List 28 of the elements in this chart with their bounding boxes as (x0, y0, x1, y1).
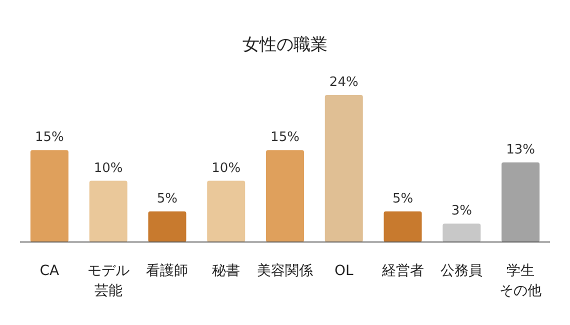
bar (30, 150, 68, 242)
bar (89, 180, 128, 242)
bar (502, 162, 540, 242)
data-label: 13% (506, 142, 536, 158)
data-label: 15% (34, 130, 64, 146)
data-label: 24% (329, 75, 358, 90)
x-tick-label: モデル芸能 (87, 263, 130, 299)
data-label: 10% (212, 160, 241, 176)
x-tick-label: 看護師 (146, 263, 188, 279)
data-label: 3% (451, 204, 472, 219)
data-label: 10% (94, 160, 123, 176)
bar (148, 211, 186, 242)
chart-title: 女性の職業 (242, 35, 328, 55)
x-tick-label: 学生その他 (500, 263, 542, 299)
bar (266, 150, 304, 242)
x-tick-label: CA (40, 263, 60, 279)
data-label: 5% (392, 191, 414, 206)
data-label: 15% (270, 130, 300, 146)
bar (207, 180, 246, 242)
bar (384, 211, 422, 242)
x-tick-label: 公務員 (440, 263, 483, 279)
x-tick-label: 経営者 (380, 263, 424, 279)
x-tick-label: 美容関係 (257, 263, 313, 279)
data-label: 5% (156, 191, 178, 206)
x-tick-label: OL (334, 263, 354, 279)
x-tick-label: 秘書 (212, 263, 240, 279)
bar (324, 95, 363, 242)
bar (442, 224, 481, 242)
